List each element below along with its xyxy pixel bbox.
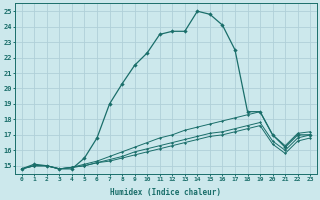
X-axis label: Humidex (Indice chaleur): Humidex (Indice chaleur)	[110, 188, 221, 197]
